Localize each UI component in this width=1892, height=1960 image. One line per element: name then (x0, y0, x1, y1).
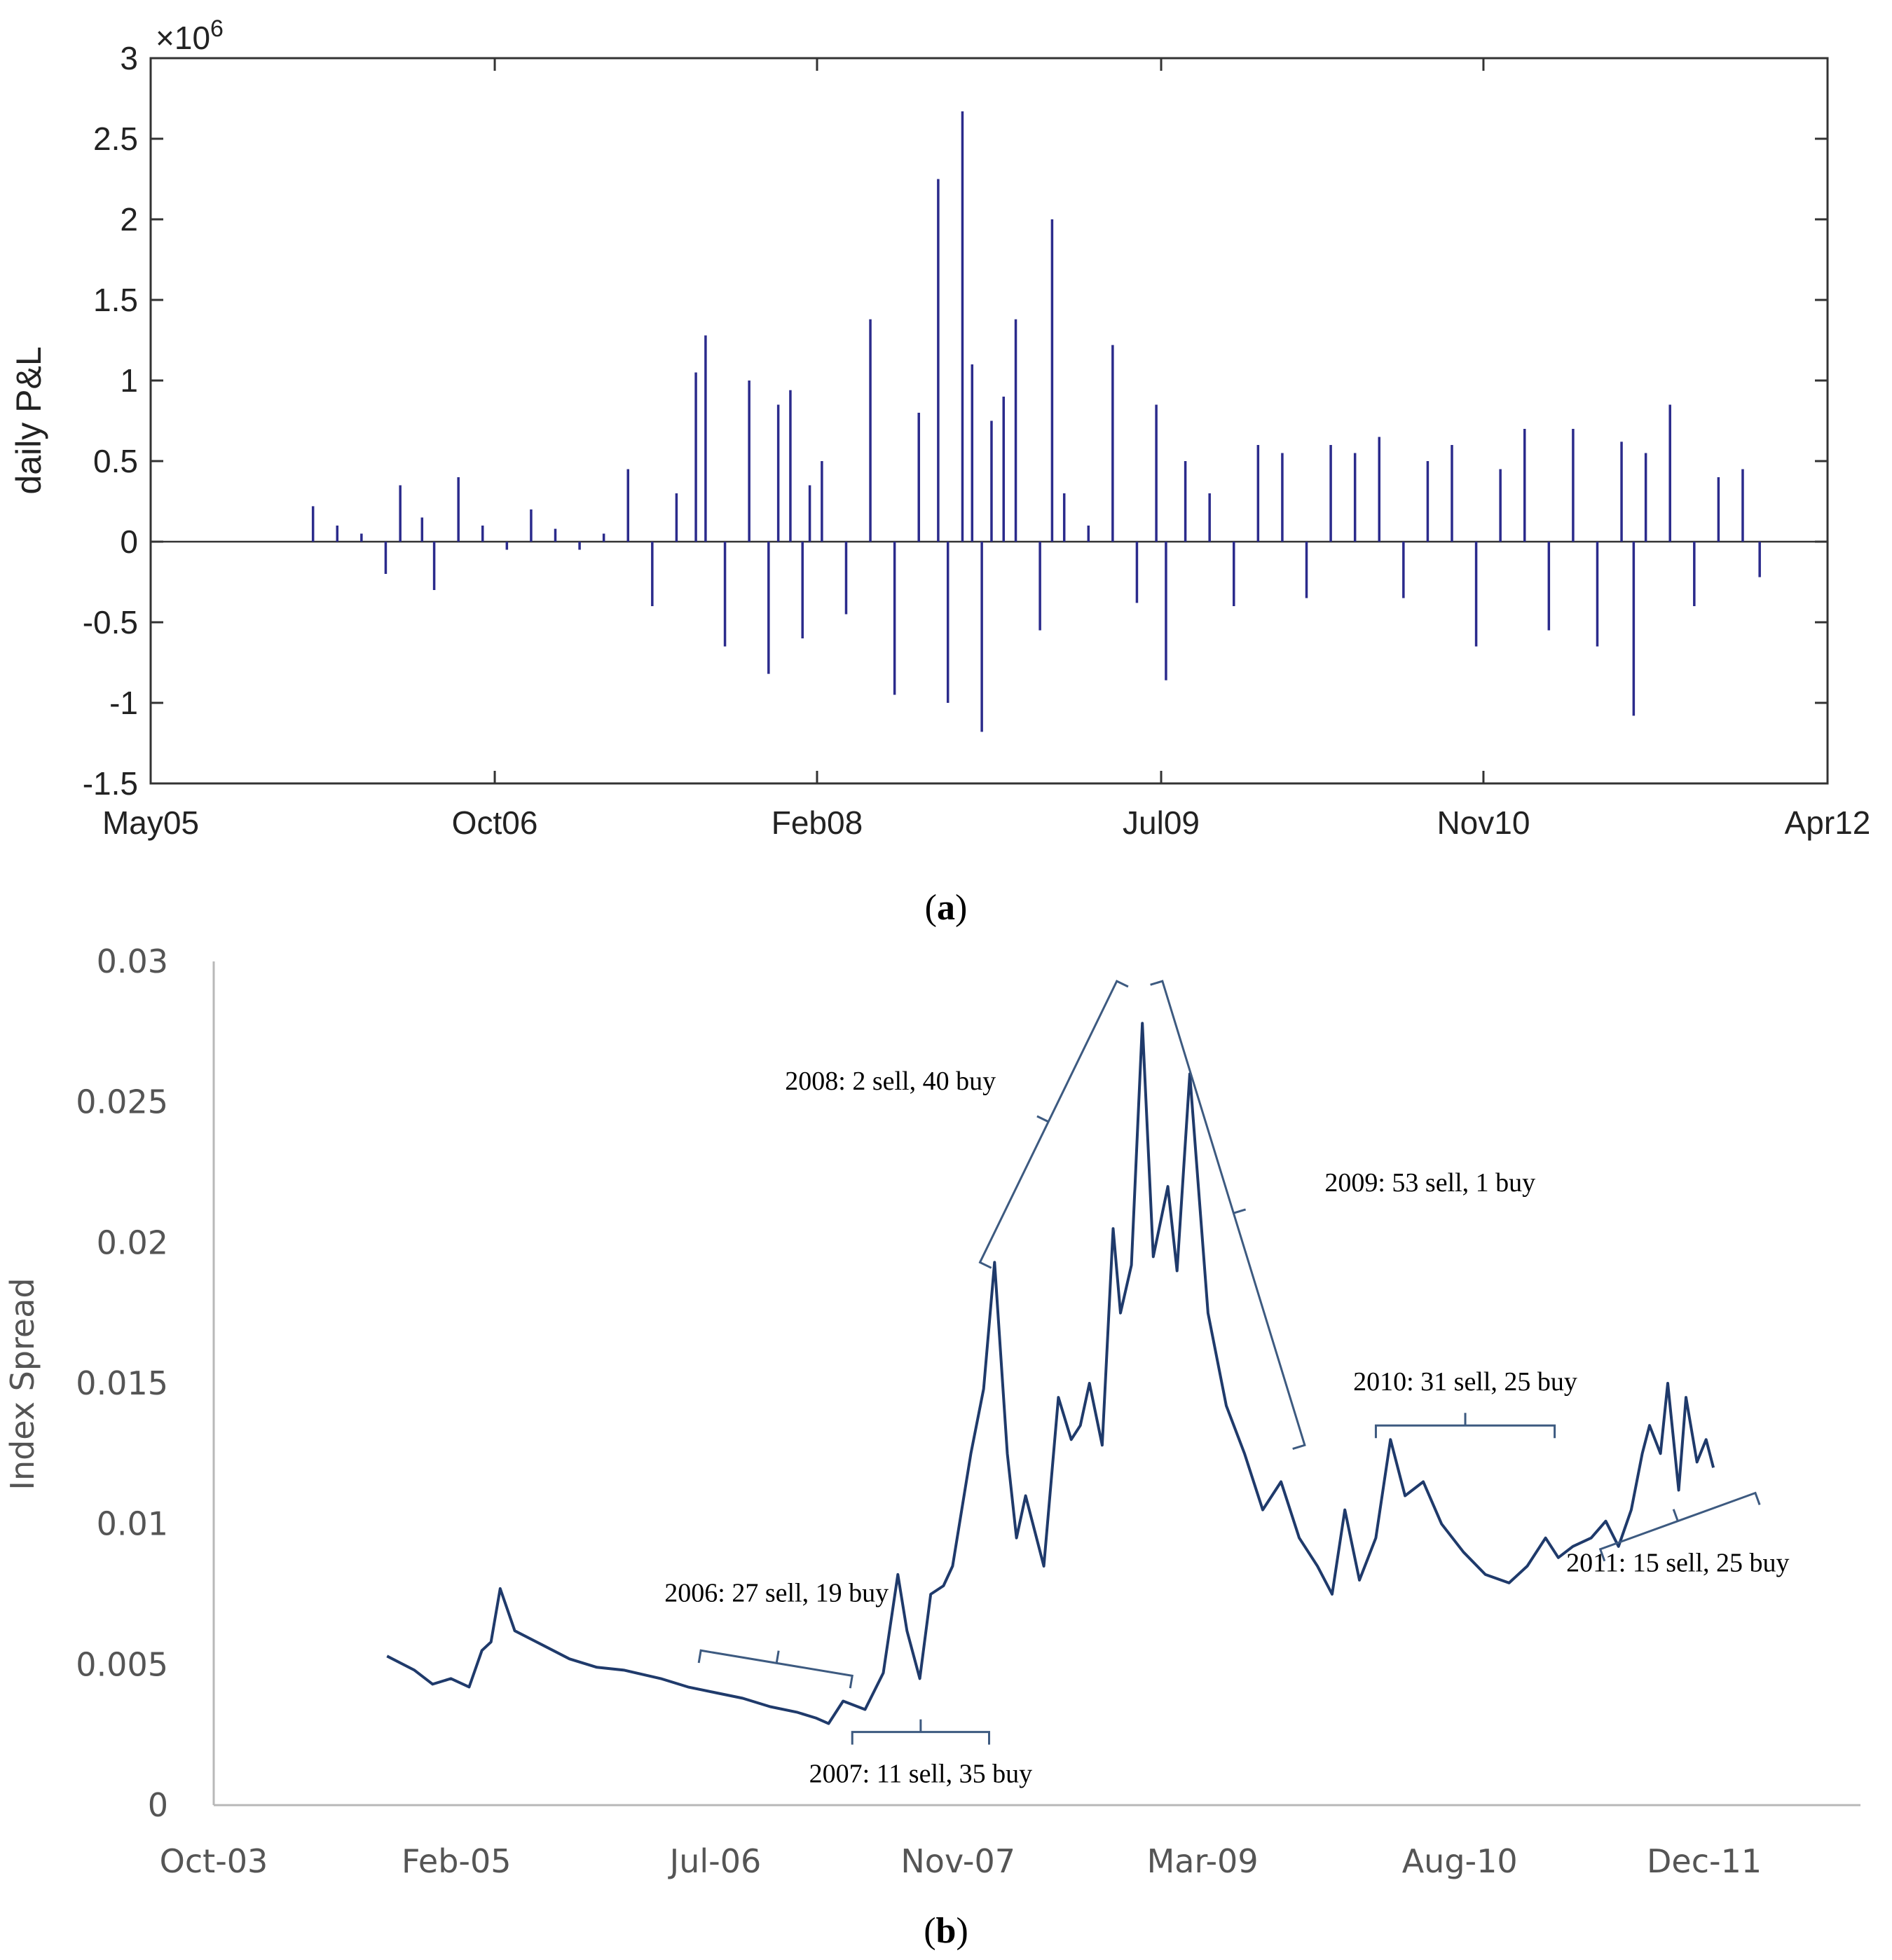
panel-a-x-tick-label: Jul09 (1123, 804, 1200, 841)
panel-b-x-tick-label: Feb-05 (402, 1842, 512, 1880)
panel-b-annotation-label: 2007: 11 sell, 35 buy (809, 1760, 1032, 1789)
panel-b-caption: (b) (924, 1911, 968, 1951)
panel-a-y-axis-label: daily P&L (9, 346, 48, 494)
panel-b-x-tick-label: Mar-09 (1147, 1842, 1259, 1880)
panel-b-x-tick-label: Dec-11 (1647, 1842, 1762, 1880)
panel-b-series-line (386, 1022, 1715, 1725)
panel-b-annotation-bracket (1150, 980, 1306, 1451)
panel-a-y-tick-label: 3 (120, 40, 138, 76)
panel-b-x-tick-label: Nov-07 (900, 1842, 1015, 1880)
panel-b-annotation-label: 2010: 31 sell, 25 buy (1353, 1367, 1577, 1397)
panel-a-x-tick-label: Nov10 (1437, 804, 1530, 841)
panel-b-y-tick-label: 0 (148, 1786, 168, 1824)
panel-b-x-tick-label: Oct-03 (160, 1842, 268, 1880)
panel-a-x-tick-label: Oct06 (452, 804, 538, 841)
panel-b-y-tick-label: 0.015 (76, 1364, 168, 1402)
panel-b-annotations: 2006: 27 sell, 19 buy 2007: 11 sell, 35 b… (664, 980, 1790, 1789)
panel-b-annotation-label: 2009: 53 sell, 1 buy (1324, 1168, 1535, 1198)
panel-b-y-axis-label: Index Spread (4, 1277, 41, 1490)
panel-b-y-ticks: 0.03 0.025 0.02 0.015 0.01 0.005 0 (76, 943, 168, 1824)
panel-a-y-tick-label: 1.5 (93, 282, 138, 318)
panel-a-y-tick-label: -1.5 (83, 765, 138, 802)
panel-b-annotation-label: 2006: 27 sell, 19 buy (664, 1578, 889, 1608)
panel-b-x-tick-label: Jul-06 (668, 1842, 762, 1880)
panel-a-x-tick-label: Apr12 (1785, 804, 1871, 841)
panel-b-chart: 0.03 0.025 0.02 0.015 0.01 0.005 0 Oct-03 Feb-0… (4, 943, 1860, 1951)
panel-a-y-tick-label: 1 (120, 362, 138, 399)
panel-b-annotation-bracket (978, 980, 1129, 1269)
panel-a-y-tick-label: -0.5 (83, 604, 138, 640)
panel-a-y-tick-label: 2 (120, 201, 138, 238)
panel-b-y-tick-label: 0.025 (76, 1083, 168, 1121)
panel-b-y-tick-label: 0.01 (97, 1505, 168, 1543)
panel-a-y-tick-label: 0.5 (93, 443, 138, 479)
panel-b-annotation-bracket (697, 1649, 854, 1689)
panel-b-y-tick-label: 0.005 (76, 1645, 168, 1683)
panel-b-annotation-bracket (1374, 1413, 1556, 1439)
panel-a-chart: 3 2.5 2 1.5 1 0.5 0 -0.5 -1 -1.5 May05 Oct06 Feb08 J… (9, 15, 1870, 928)
panel-b-annotation-bracket (1598, 1491, 1761, 1562)
panel-a-caption: (a) (925, 888, 968, 928)
panel-a-y-tick-label: 0 (120, 523, 138, 560)
panel-b-x-tick-label: Aug-10 (1402, 1842, 1518, 1880)
panel-b-x-ticks: Oct-03 Feb-05 Jul-06 Nov-07 Mar-09 Aug-10 Dec-… (160, 1842, 1762, 1880)
panel-a-x-ticks: May05 Oct06 Feb08 Jul09 Nov10 Apr12 (102, 58, 1870, 841)
panel-b-annotation-bracket (851, 1719, 990, 1745)
panel-b-y-tick-label: 0.02 (97, 1224, 168, 1261)
panel-a-x-tick-label: Feb08 (772, 804, 863, 841)
panel-a-y-multiplier: ×106 (156, 15, 224, 56)
panel-b-annotation-label: 2008: 2 sell, 40 buy (785, 1067, 996, 1096)
panel-a-y-tick-label: 2.5 (93, 121, 138, 157)
panel-a-y-ticks: 3 2.5 2 1.5 1 0.5 0 -0.5 -1 -1.5 (83, 40, 1828, 802)
panel-a-plot-area (149, 57, 1829, 785)
panel-b-annotation-label: 2011: 15 sell, 25 buy (1566, 1549, 1789, 1578)
panel-a-y-tick-label: -1 (109, 685, 138, 721)
panel-a-bars (311, 111, 1761, 732)
panel-a-x-tick-label: May05 (102, 804, 199, 841)
panel-b-y-tick-label: 0.03 (97, 943, 168, 980)
